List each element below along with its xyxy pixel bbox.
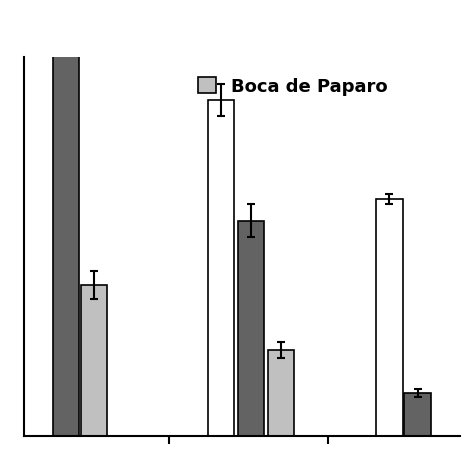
Bar [404,393,431,436]
Legend: Boca de Paparo: Boca de Paparo [199,77,388,96]
Bar [376,199,402,436]
Bar [237,220,264,436]
Bar [208,100,234,436]
Bar [53,27,79,436]
Bar [81,285,107,436]
Bar [267,350,294,436]
